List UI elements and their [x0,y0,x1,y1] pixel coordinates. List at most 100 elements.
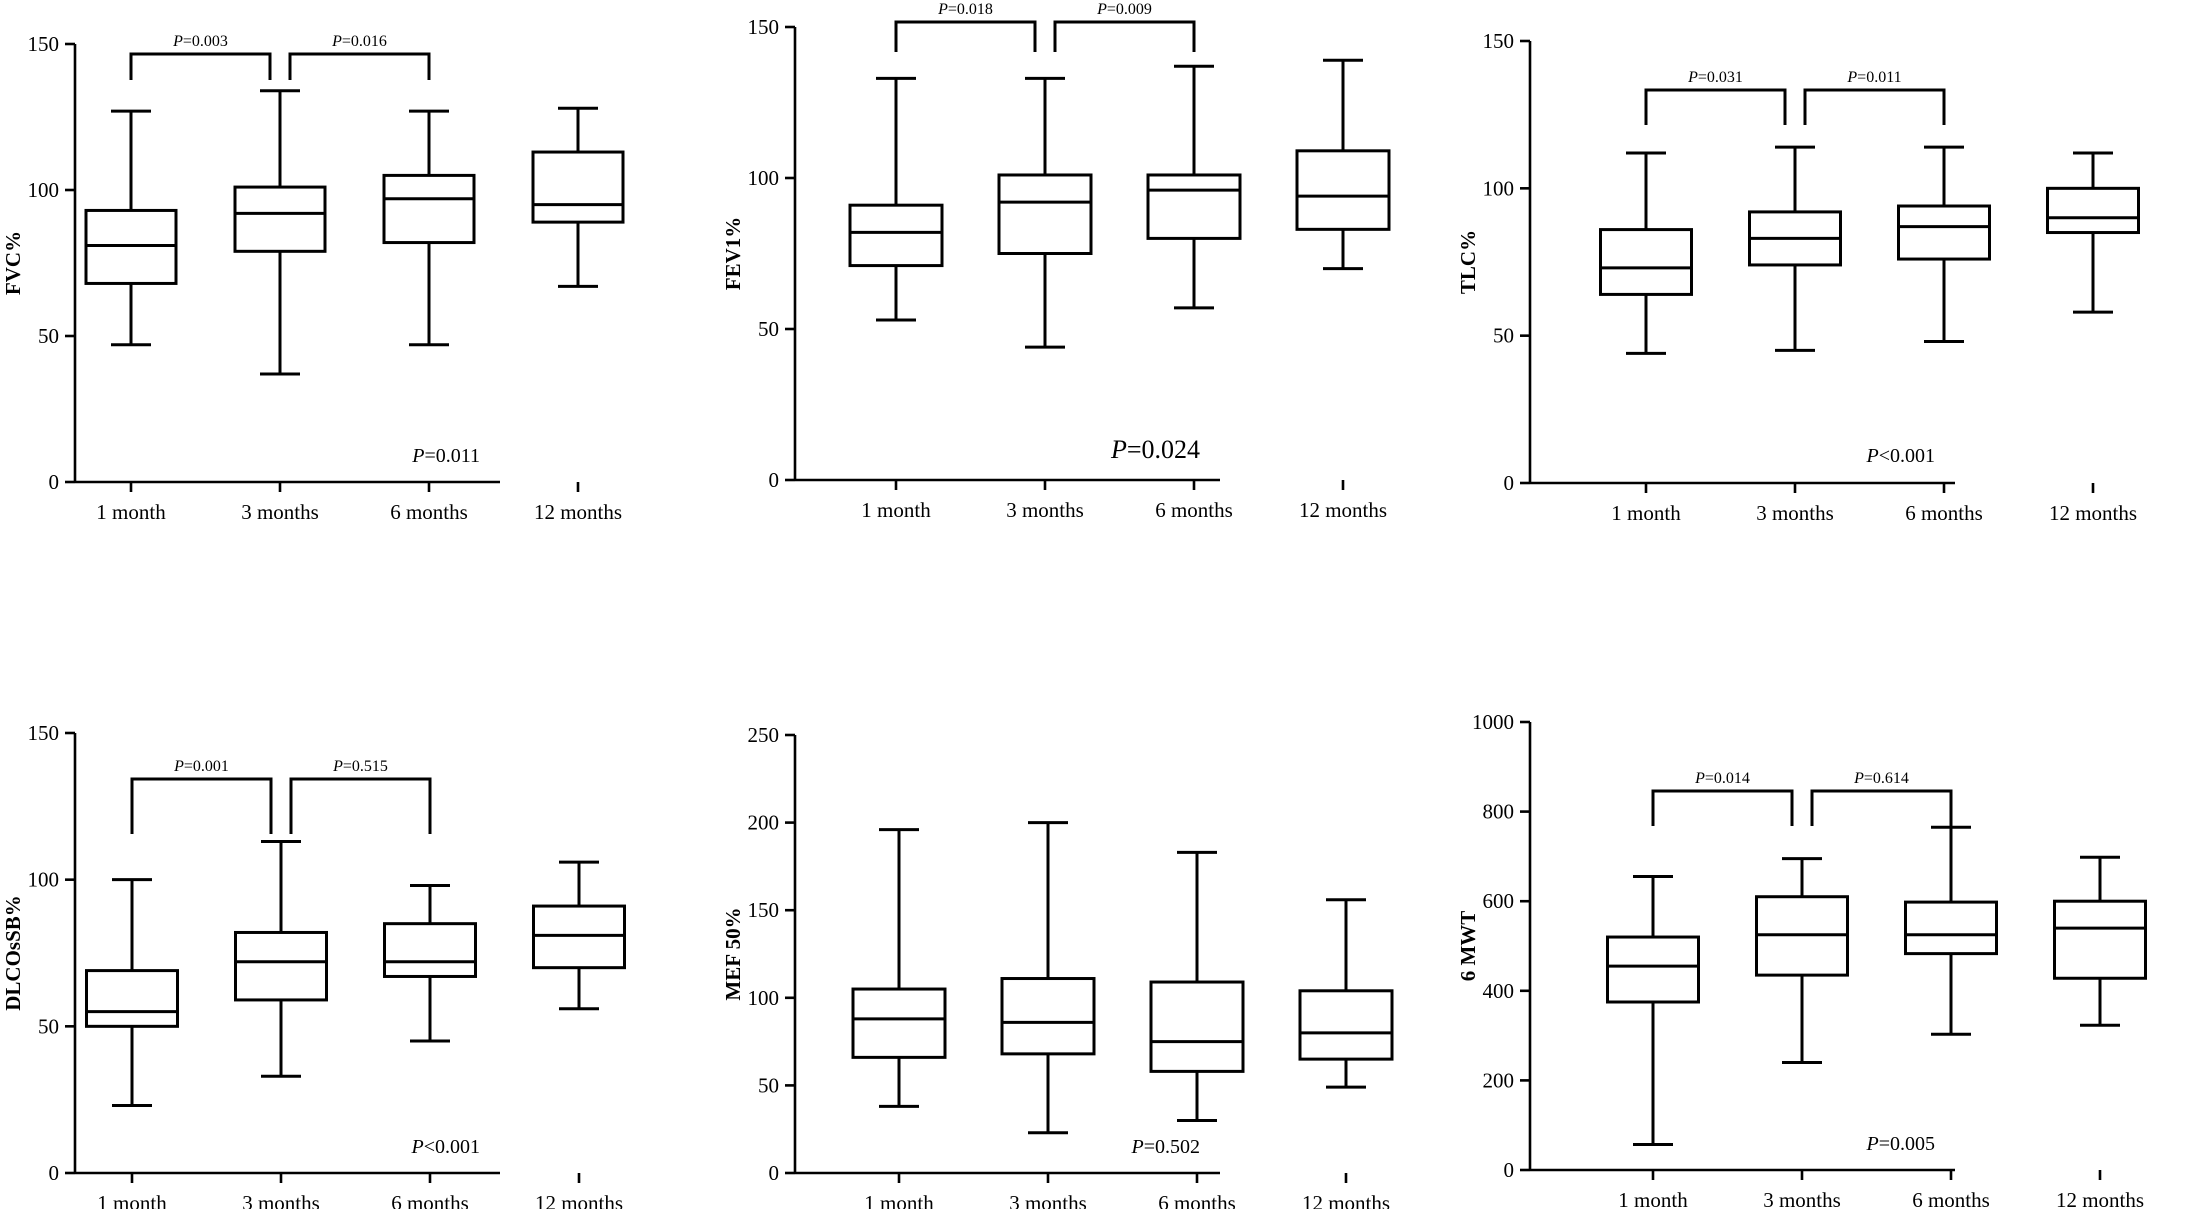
iqr-box [1295,149,1391,231]
box-3 [382,109,476,347]
significance-bracket [289,777,432,834]
box-1 [1599,151,1693,355]
axes [65,731,581,1183]
iqr-box [2046,186,2140,235]
significance-bracket [288,52,431,80]
box-3 [383,884,477,1043]
overall-p-value: P=0.502 [1131,1136,1201,1158]
box-2 [234,840,328,1078]
x-tick-label: 6 months [1155,498,1233,522]
significance-bracket [894,20,1037,52]
y-tick-label: 150 [748,898,780,922]
overall-p-value: P=0.011 [411,445,480,467]
significance-bracket [1651,789,1794,826]
box-2 [1748,145,1842,352]
bracket-p-value: P=0.614 [1853,770,1909,787]
box-3 [1897,145,1991,344]
x-tick-label: 12 months [1302,1191,1390,1209]
y-tick-label: 0 [49,1161,60,1185]
axes [785,25,1345,490]
y-tick-label: 0 [769,1161,780,1185]
x-tick-label: 6 months [1912,1188,1990,1209]
box-1 [1606,875,1700,1146]
significance-bracket [1644,88,1787,125]
bracket-p-value: P=0.009 [1096,1,1152,18]
x-tick-label: 12 months [535,1191,623,1209]
x-tick-label: 1 month [861,498,931,522]
y-axis-title: 6 MWT [1456,911,1480,982]
box-1 [848,76,944,322]
iqr-box [1149,980,1245,1073]
y-tick-label: 0 [1504,1158,1515,1182]
x-tick-label: 1 month [96,500,166,524]
x-tick-label: 6 months [1905,501,1983,525]
iqr-box [382,173,476,245]
axes [1520,720,2102,1180]
bracket-p-value: P=0.031 [1687,69,1743,86]
iqr-box [1599,228,1693,296]
y-tick-label: 0 [1504,471,1515,495]
bracket-p-value: P=0.515 [332,758,388,775]
bracket-p-value: P=0.016 [331,33,387,50]
overall-p-value: P<0.001 [1866,445,1936,467]
bracket-p-value: P=0.018 [937,1,993,18]
y-tick-label: 100 [748,166,780,190]
x-tick-label: 1 month [1618,1188,1688,1209]
y-tick-label: 600 [1483,889,1515,913]
iqr-box [234,930,328,1002]
y-tick-label: 50 [758,317,779,341]
y-tick-label: 150 [28,32,60,56]
box-2 [233,89,327,376]
y-tick-label: 50 [38,324,59,348]
iqr-box [85,969,179,1028]
box-4 [531,106,625,288]
y-tick-label: 150 [748,15,780,39]
iqr-box [1298,989,1394,1061]
box-2 [997,76,1093,349]
y-tick-label: 100 [28,178,60,202]
box-4 [2053,855,2147,1027]
y-tick-label: 150 [1483,29,1515,53]
box-2 [1000,821,1096,1135]
box-4 [2046,151,2140,314]
iqr-box [1146,173,1242,240]
overall-p-value: P<0.001 [411,1136,481,1158]
bracket-p-value: P=0.001 [173,758,229,775]
x-tick-label: 6 months [391,1191,469,1209]
box-2 [1755,857,1849,1064]
chart-panel-6: 0 200 400 600 800 1000 1 month 3 months 6 months… [1456,710,2147,1209]
x-tick-label: 12 months [2056,1188,2144,1209]
box-1 [851,828,947,1108]
x-tick-label: 3 months [241,500,319,524]
x-tick-label: 6 months [390,500,468,524]
x-tick-label: 1 month [864,1191,934,1209]
y-tick-label: 50 [38,1014,59,1038]
y-axis-title: MEF 50% [721,907,745,1000]
x-tick-label: 12 months [534,500,622,524]
significance-bracket [130,777,273,834]
chart-panel-2: 0 50 100 150 1 month 3 months 6 months 12 month… [721,1,1391,522]
box-4 [1298,898,1394,1089]
box-3 [1904,825,1998,1036]
box-1 [85,878,179,1108]
y-tick-label: 200 [748,811,780,835]
bracket-p-value: P=0.011 [1846,69,1901,86]
iqr-box [1897,204,1991,261]
y-tick-label: 1000 [1472,710,1514,734]
x-tick-label: 3 months [1006,498,1084,522]
y-tick-label: 100 [748,986,780,1010]
significance-bracket [1810,789,1953,826]
x-tick-label: 3 months [1009,1191,1087,1209]
bracket-p-value: P=0.003 [172,33,228,50]
y-tick-label: 800 [1483,800,1515,824]
x-tick-label: 6 months [1158,1191,1236,1209]
y-tick-label: 100 [1483,176,1515,200]
y-tick-label: 100 [28,868,60,892]
iqr-box [1000,977,1096,1056]
y-tick-label: 50 [1493,324,1514,348]
y-tick-label: 150 [28,721,60,745]
y-tick-label: 200 [1483,1068,1515,1092]
iqr-box [531,150,625,224]
overall-p-value: P=0.005 [1866,1133,1936,1155]
